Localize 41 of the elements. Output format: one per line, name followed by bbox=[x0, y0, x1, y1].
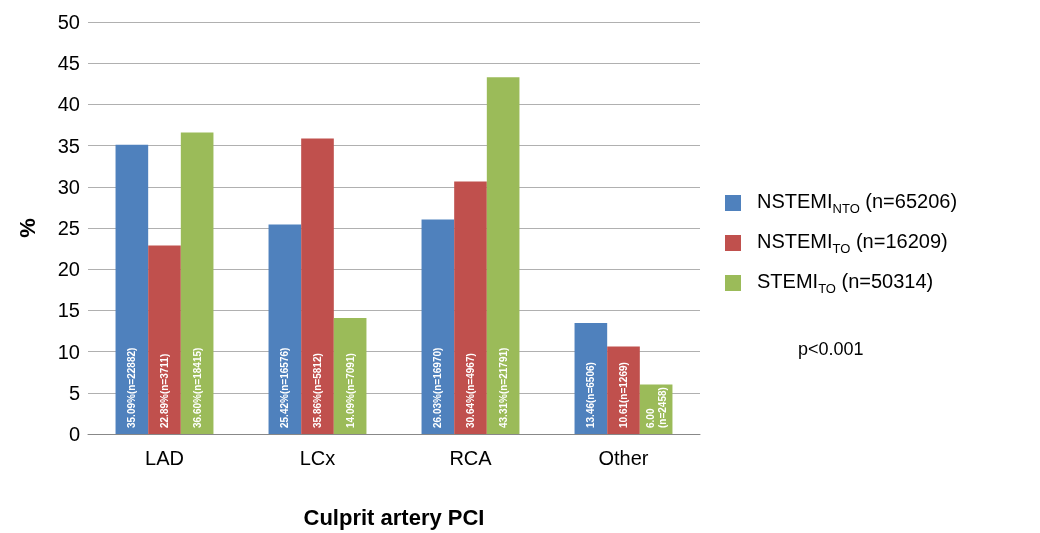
y-tick-label: 20 bbox=[57, 258, 80, 281]
text: p<0.001 bbox=[798, 339, 864, 359]
bar bbox=[268, 224, 302, 434]
legend-label: STEMI$_{TO}$ (n=50314) bbox=[757, 270, 934, 296]
x-axis-title: Culprit artery PCI bbox=[303, 504, 485, 530]
y-tick-label: 15 bbox=[57, 299, 80, 322]
data-label: 35.09%(n=22882) bbox=[126, 347, 138, 428]
y-tick-label: 50 bbox=[57, 11, 80, 33]
bar bbox=[486, 77, 520, 434]
data-label: 22.89%(n=3711) bbox=[159, 353, 170, 428]
legend-label: NSTEMI$_{TO}$ (n=16209) bbox=[757, 230, 948, 256]
data-label: 13.46(n=6506) bbox=[585, 362, 597, 428]
bar bbox=[180, 132, 214, 434]
y-tick-label: 30 bbox=[57, 175, 80, 198]
y-tick-label: 35 bbox=[57, 134, 80, 157]
bar bbox=[148, 245, 181, 434]
y-tick-label: 10 bbox=[57, 340, 80, 363]
data-label: 30.64%(n=4967) bbox=[465, 353, 476, 428]
y-axis-title: % bbox=[14, 218, 40, 238]
data-label: 43.31%(n=21791) bbox=[497, 347, 509, 428]
y-tick-label: 45 bbox=[57, 52, 80, 75]
data-label: 26.03%(n=16970) bbox=[432, 347, 444, 428]
data-label: 36.60%(n=18415) bbox=[191, 347, 203, 428]
y-tick-label: 0 bbox=[68, 423, 80, 445]
data-label: 14.09%(n=7091) bbox=[344, 353, 356, 428]
y-tick-label: 5 bbox=[68, 381, 80, 404]
data-label: 35.86%(n=5812) bbox=[312, 353, 323, 428]
data-label: 25.42%(n=16576) bbox=[279, 347, 291, 428]
x-tick-label: LCx bbox=[299, 447, 336, 469]
bar bbox=[301, 138, 334, 434]
y-tick-label: 40 bbox=[57, 93, 80, 116]
bar bbox=[115, 144, 149, 434]
legend-label: NSTEMI$_{NTO}$ (n=65206) bbox=[757, 190, 958, 216]
x-tick-label: LAD bbox=[145, 447, 184, 469]
y-tick-label: 25 bbox=[57, 217, 80, 239]
x-tick-label: Other bbox=[598, 447, 649, 469]
bar bbox=[454, 181, 487, 434]
x-tick-label: RCA bbox=[449, 447, 493, 469]
data-label: 6.00 (n=2458) bbox=[644, 387, 668, 428]
data-label: 10.61(n=1269) bbox=[618, 362, 629, 428]
bar bbox=[421, 219, 455, 434]
